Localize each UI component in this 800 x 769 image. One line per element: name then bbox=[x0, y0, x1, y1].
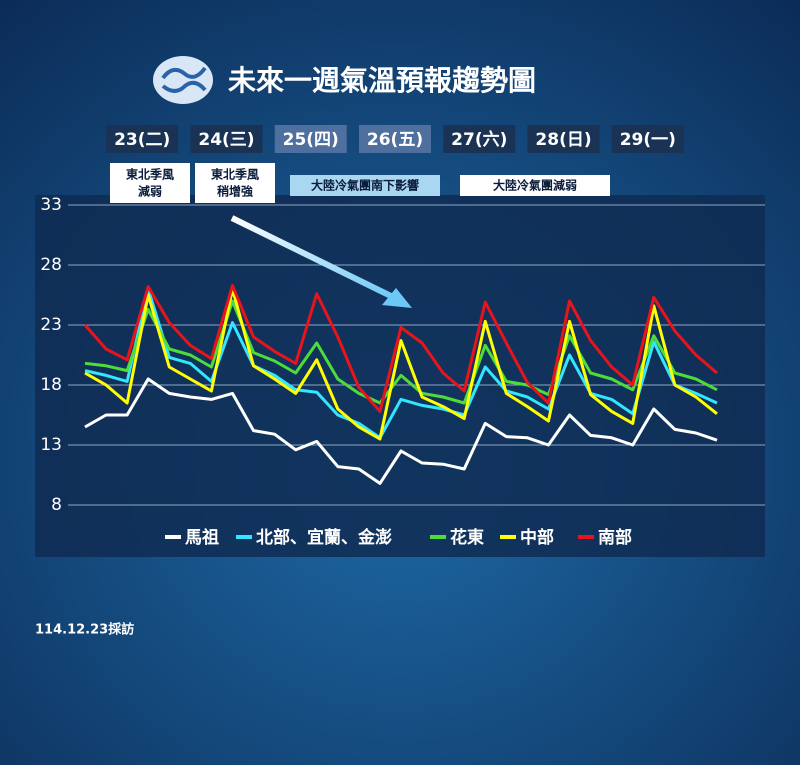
x-tick-label: 28(日) bbox=[535, 130, 591, 150]
annotation: 大陸冷氣團減弱 bbox=[493, 178, 577, 193]
series-line bbox=[84, 287, 718, 441]
annotation: 稍增強 bbox=[217, 184, 253, 199]
y-tick-label: 28 bbox=[40, 255, 62, 275]
series-line bbox=[84, 287, 718, 440]
legend-label: 花東 bbox=[450, 527, 484, 548]
annotation: 東北季風 bbox=[126, 167, 174, 182]
chart-title: 未來一週氣溫預報趨勢圖 bbox=[228, 64, 536, 97]
x-tick-label: 23(二) bbox=[114, 130, 170, 150]
legend-label: 馬祖 bbox=[185, 527, 219, 548]
x-tick-label: 26(五) bbox=[367, 130, 423, 150]
day-box bbox=[359, 125, 431, 153]
y-tick-label: 13 bbox=[40, 435, 62, 455]
footnote: 114.12.23採訪 bbox=[35, 622, 134, 638]
legend-label: 北部、宜蘭、金澎 bbox=[256, 527, 392, 548]
x-tick-label: 27(六) bbox=[451, 129, 507, 150]
x-tick-label: 24(三) bbox=[198, 130, 254, 150]
day-box bbox=[274, 125, 347, 153]
annotation-box bbox=[290, 175, 440, 196]
legend-label: 中部 bbox=[520, 527, 554, 548]
logo bbox=[153, 56, 213, 104]
x-tick-label: 25(四) bbox=[283, 130, 339, 150]
x-tick-label: 29(一) bbox=[620, 130, 676, 150]
day-box bbox=[106, 125, 179, 153]
series-line bbox=[84, 299, 718, 405]
series-line bbox=[84, 377, 718, 485]
day-box bbox=[190, 125, 263, 153]
series-line bbox=[83, 283, 718, 413]
y-tick-label: 33 bbox=[40, 195, 62, 215]
y-tick-label: 8 bbox=[51, 495, 62, 515]
annotation-box bbox=[110, 163, 190, 203]
trend-arrow-head bbox=[382, 288, 412, 308]
y-tick-label: 18 bbox=[40, 375, 62, 395]
annotation-box bbox=[460, 175, 610, 196]
annotation: 東北季風 bbox=[211, 167, 259, 182]
annotation-box bbox=[195, 163, 275, 203]
y-tick-label: 23 bbox=[40, 315, 62, 335]
day-box bbox=[527, 125, 600, 153]
annotation: 大陸冷氣團南下影響 bbox=[311, 178, 419, 193]
day-box bbox=[611, 125, 684, 153]
day-box bbox=[443, 125, 516, 153]
annotations: 東北季風 減弱 東北季風 稍增強 大陸冷氣團南下影響 大陸冷氣團減弱 bbox=[110, 163, 610, 203]
trend-arrow bbox=[230, 215, 397, 301]
legend-label: 南部 bbox=[598, 527, 632, 548]
annotation: 減弱 bbox=[138, 184, 162, 199]
